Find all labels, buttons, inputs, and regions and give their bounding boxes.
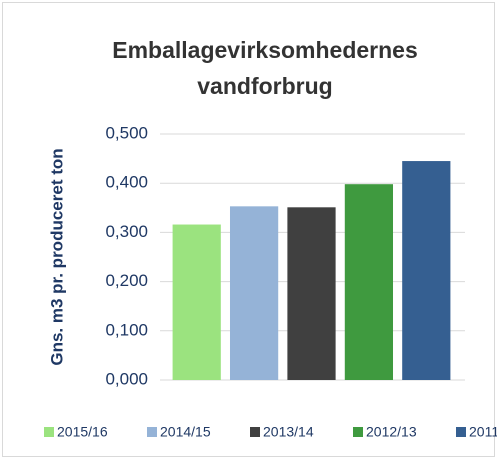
y-tick-label: 0,200 bbox=[105, 271, 148, 290]
legend-swatch bbox=[353, 427, 363, 437]
y-tick-label: 0,000 bbox=[105, 369, 148, 388]
bar bbox=[344, 184, 394, 380]
legend-label: 2011/12 bbox=[469, 424, 497, 440]
y-tick-label: 0,400 bbox=[105, 173, 148, 192]
y-tick-label: 0,300 bbox=[105, 222, 148, 241]
y-axis-label: Gns. m3 pr. produceret ton bbox=[47, 148, 66, 365]
y-tick-label: 0,100 bbox=[105, 320, 148, 339]
bar bbox=[287, 207, 336, 380]
legend-swatch bbox=[147, 427, 157, 437]
legend-label: 2013/14 bbox=[263, 424, 314, 440]
bar bbox=[229, 206, 279, 380]
chart-title: Emballagevirksomhedernes vandforbrug bbox=[112, 37, 418, 99]
legend-label: 2012/13 bbox=[366, 424, 417, 440]
legend-label: 2015/16 bbox=[57, 424, 108, 440]
legend-swatch bbox=[456, 427, 466, 437]
legend-swatch bbox=[44, 427, 54, 437]
bar bbox=[402, 161, 451, 380]
bar bbox=[172, 224, 221, 380]
legend-label: 2014/15 bbox=[160, 424, 211, 440]
y-tick-label: 0,500 bbox=[105, 123, 148, 142]
legend-swatch bbox=[250, 427, 260, 437]
